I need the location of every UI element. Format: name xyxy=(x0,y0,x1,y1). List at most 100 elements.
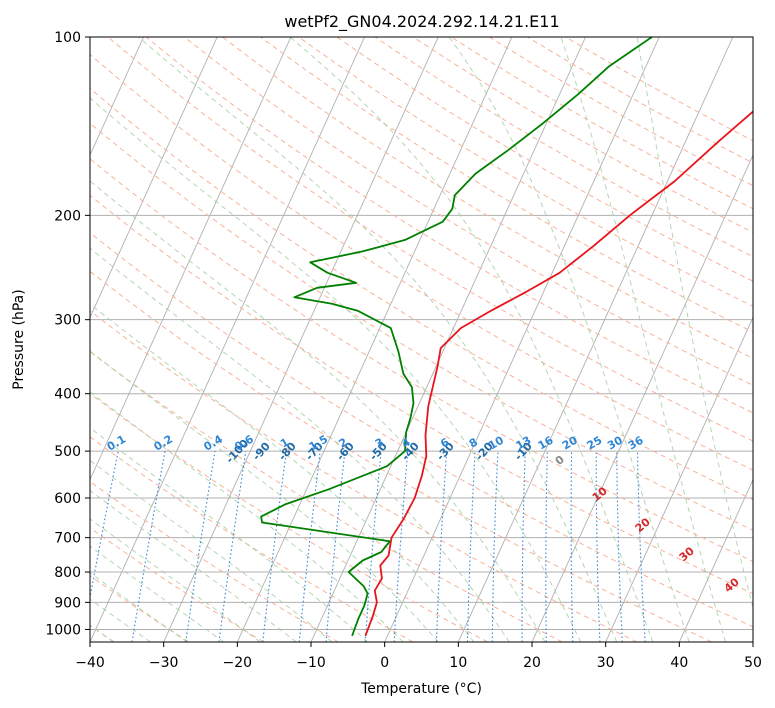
isotherm-line xyxy=(90,37,365,642)
y-tick-label: 500 xyxy=(54,444,81,460)
x-axis-label: Temperature (°C) xyxy=(360,681,482,697)
moist-adiabat-line xyxy=(138,37,618,642)
y-tick-label: 800 xyxy=(54,565,81,581)
moist-adiabat-line xyxy=(90,489,297,642)
x-tick-label: −10 xyxy=(296,655,326,671)
mixing-ratio-label: 25 xyxy=(585,434,605,453)
moist-adiabat-line xyxy=(90,427,369,642)
x-tick-label: −20 xyxy=(223,655,253,671)
isotherm-line xyxy=(90,37,144,157)
moist-adiabat-line xyxy=(90,391,404,642)
mixing-ratio-line xyxy=(131,451,166,642)
moist-adiabat-line xyxy=(289,37,654,642)
mixing-ratio-label: 36 xyxy=(626,433,646,452)
mixing-ratio-line xyxy=(595,451,601,642)
moist-adiabat-line xyxy=(448,37,690,642)
mixing-ratio-label: 16 xyxy=(536,433,556,452)
dry-adiabat-line xyxy=(90,527,264,642)
moist-adiabat-label: 40 xyxy=(722,575,742,595)
x-tick-label: 10 xyxy=(449,655,467,671)
moist-adiabat-line xyxy=(90,598,151,642)
y-tick-label: 600 xyxy=(54,491,81,507)
mixing-ratio-line xyxy=(262,451,287,642)
dry-adiabat-line xyxy=(90,350,563,642)
y-tick-label: 200 xyxy=(54,208,81,224)
mixing-ratio-line xyxy=(545,451,548,642)
dry-adiabat-line xyxy=(527,37,753,164)
moist-adiabat-line xyxy=(90,545,225,642)
mixing-ratio-line xyxy=(570,451,574,642)
dry-adiabat-line xyxy=(90,392,488,642)
moist-adiabat-line xyxy=(90,518,261,642)
dry-adiabat-line xyxy=(145,37,753,414)
dry-adiabat-line xyxy=(90,232,753,628)
moist-adiabat-line xyxy=(90,97,582,642)
moist-adiabat-line xyxy=(90,350,439,642)
dry-adiabat-line xyxy=(90,436,414,642)
plot-frame xyxy=(89,36,754,643)
isotherm-line xyxy=(384,37,660,642)
moist-adiabat-line xyxy=(90,303,475,642)
dry-adiabat-line xyxy=(90,270,712,642)
series-line xyxy=(364,110,753,637)
mixing-ratio-line xyxy=(325,451,346,642)
dry-adiabat-line xyxy=(107,37,753,442)
mixing-ratio-line xyxy=(636,451,646,642)
isotherm-line xyxy=(90,37,218,319)
x-tick-label: −40 xyxy=(75,655,105,671)
mixing-ratio-line xyxy=(393,451,409,642)
series-line xyxy=(260,37,653,637)
x-tick-label: 0 xyxy=(380,655,389,671)
moist-adiabat-line xyxy=(90,180,546,642)
dry-adiabat-line xyxy=(90,310,638,642)
moist-adiabat-line xyxy=(90,572,188,642)
y-tick-label: 1000 xyxy=(45,622,81,638)
isotherm-line xyxy=(163,37,439,642)
y-tick-label: 100 xyxy=(54,30,81,46)
dry-adiabat-line xyxy=(90,158,753,563)
dry-adiabat-line xyxy=(90,122,753,531)
mixing-ratio-line xyxy=(491,451,499,642)
mixing-ratio-line xyxy=(218,451,247,642)
isotherm-line xyxy=(236,37,513,642)
moist-adiabat-label: 10 xyxy=(590,484,610,504)
isotherm-line xyxy=(605,316,753,642)
isotherm-line xyxy=(457,37,734,642)
dry-adiabat-line xyxy=(90,53,753,471)
dry-adiabat-line xyxy=(222,37,753,359)
mixing-ratio-line xyxy=(90,450,119,601)
isotherm-line xyxy=(90,37,292,481)
isotherm-line xyxy=(752,640,753,642)
x-tick-label: 50 xyxy=(744,655,762,671)
chart-title: wetPf2_GN04.2024.292.14.21.E11 xyxy=(284,12,559,32)
dry-adiabat-line xyxy=(336,37,753,282)
x-tick-label: 20 xyxy=(523,655,541,671)
moist-adiabat-label: 0 xyxy=(553,453,567,468)
dry-adiabat-line xyxy=(298,37,753,307)
moist-adiabat-line xyxy=(636,37,753,610)
dry-adiabat-line xyxy=(90,575,190,642)
x-tick-label: 40 xyxy=(670,655,688,671)
x-tick-label: 30 xyxy=(597,655,615,671)
isotherm-line xyxy=(531,153,753,642)
mixing-ratio-label: 20 xyxy=(560,433,580,452)
moist-adiabat-label: 30 xyxy=(677,544,697,564)
y-axis-label: Pressure (hPa) xyxy=(11,289,27,389)
mixing-ratio-line xyxy=(185,451,216,642)
dry-adiabat-line xyxy=(90,194,753,595)
mixing-ratio-line xyxy=(364,451,382,642)
isotherm-line xyxy=(678,478,753,642)
mixing-ratio-label: 30 xyxy=(605,433,625,452)
moist-adiabat-line xyxy=(90,247,510,642)
y-tick-label: 400 xyxy=(54,387,81,403)
moist-adiabat-line xyxy=(560,37,727,642)
moist-adiabat-line xyxy=(90,459,333,642)
mixing-ratio-label: 0.2 xyxy=(152,433,175,454)
y-tick-label: 300 xyxy=(54,313,81,329)
dry-adiabat-line xyxy=(90,87,753,501)
y-tick-label: 700 xyxy=(54,531,81,547)
x-tick-label: −30 xyxy=(149,655,179,671)
dry-adiabat-line xyxy=(90,480,339,642)
y-tick-label: 900 xyxy=(54,595,81,611)
